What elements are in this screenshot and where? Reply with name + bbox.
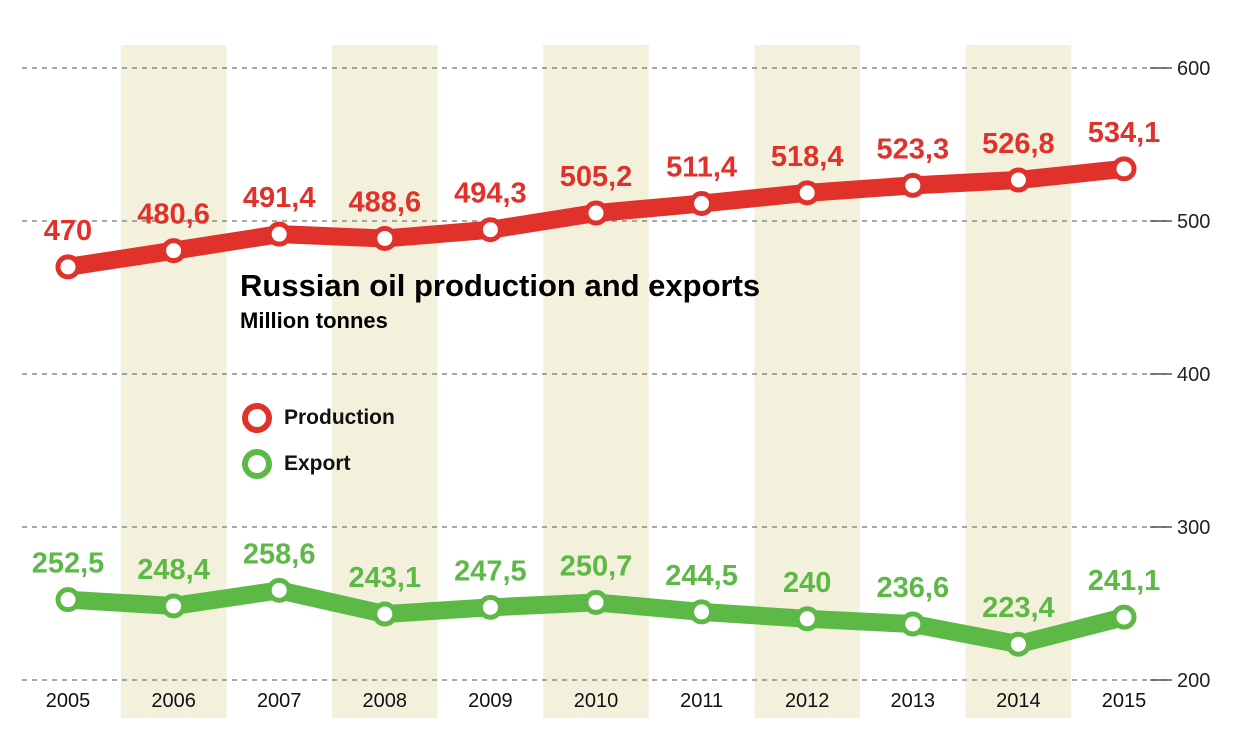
x-tick-label: 2015: [1102, 690, 1147, 712]
y-tick-label: 200: [1177, 670, 1210, 692]
data-label-export: 243,1: [349, 562, 422, 594]
y-tick-label: 500: [1177, 211, 1210, 233]
data-point-production: [55, 254, 81, 280]
x-tick-label: 2008: [363, 690, 408, 712]
data-point-export: [583, 589, 609, 615]
data-point-export: [161, 593, 187, 619]
data-label-export: 247,5: [454, 555, 527, 587]
legend: Production Export: [242, 402, 395, 494]
data-label-export: 250,7: [560, 550, 633, 582]
data-label-production: 494,3: [454, 178, 527, 210]
data-label-production: 523,3: [877, 133, 950, 165]
gridlines: [22, 67, 1168, 681]
data-label-export: 223,4: [982, 592, 1055, 624]
data-point-export: [1111, 604, 1137, 630]
x-tick-label: 2009: [468, 690, 513, 712]
title-block: Russian oil production and exports Milli…: [240, 268, 760, 334]
data-label-export: 236,6: [877, 572, 950, 604]
y-tick-label: 300: [1177, 517, 1210, 539]
year-band-2014: [965, 45, 1072, 718]
data-point-production: [900, 172, 926, 198]
data-point-production: [794, 180, 820, 206]
data-point-production: [689, 191, 715, 217]
data-point-export: [794, 606, 820, 632]
data-label-export: 252,5: [32, 548, 105, 580]
data-point-production: [266, 221, 292, 247]
data-label-production: 511,4: [666, 152, 737, 184]
y-axis: 200 300 400 500 600: [1150, 58, 1210, 692]
x-tick-label: 2012: [785, 690, 830, 712]
data-label-production: 534,1: [1088, 117, 1161, 149]
production-marker-icon: [242, 403, 272, 433]
data-point-production: [372, 225, 398, 251]
data-label-export: 258,6: [243, 538, 316, 570]
data-point-production: [583, 200, 609, 226]
legend-label-production: Production: [284, 406, 395, 429]
data-point-export: [477, 594, 503, 620]
legend-item-export: Export: [242, 448, 395, 480]
data-point-export: [372, 601, 398, 627]
data-label-export: 244,5: [665, 560, 738, 592]
year-bands: [120, 45, 1072, 718]
legend-item-production: Production: [242, 402, 395, 434]
export-marker-icon: [242, 449, 272, 479]
year-band-2010: [543, 45, 649, 718]
data-label-export: 240: [783, 567, 831, 599]
y-tick-label: 600: [1177, 58, 1210, 80]
chart-title: Russian oil production and exports: [240, 268, 761, 303]
x-tick-label: 2011: [680, 690, 723, 712]
data-point-export: [1005, 631, 1031, 657]
x-tick-label: 2006: [151, 690, 196, 712]
data-point-export: [55, 587, 81, 613]
data-label-export: 248,4: [137, 554, 210, 586]
data-label-production: 505,2: [560, 161, 633, 193]
data-label-production: 470: [44, 215, 92, 247]
data-point-production: [161, 238, 187, 264]
x-tick-label: 2013: [891, 690, 936, 712]
data-label-production: 491,4: [243, 182, 316, 214]
year-band-2012: [754, 45, 860, 718]
x-tick-label: 2007: [257, 690, 302, 712]
y-tick-label: 400: [1177, 364, 1210, 386]
legend-label-export: Export: [284, 452, 351, 475]
data-point-export: [900, 611, 926, 637]
data-label-production: 518,4: [771, 141, 844, 173]
data-label-production: 480,6: [137, 199, 210, 231]
data-point-production: [477, 217, 503, 243]
chart-subtitle: Million tonnes: [240, 308, 388, 333]
data-point-export: [689, 599, 715, 625]
data-labels: 470 480,6 491,4 488,6 494,3 505,2 511,4 518,4 52…: [32, 117, 1161, 624]
data-label-export: 241,1: [1088, 565, 1161, 597]
data-label-production: 488,6: [349, 186, 422, 218]
data-point-production: [1005, 167, 1031, 193]
series-points: [55, 156, 1137, 657]
data-label-production: 526,8: [982, 128, 1055, 160]
x-axis: 2005 2006 2007 2008 2009 2010 2011 2012 2013 2014…: [46, 690, 1147, 712]
data-point-production: [1111, 156, 1137, 182]
x-tick-label: 2014: [996, 690, 1041, 712]
x-tick-label: 2005: [46, 690, 91, 712]
x-tick-label: 2010: [574, 690, 619, 712]
data-point-export: [266, 577, 292, 603]
